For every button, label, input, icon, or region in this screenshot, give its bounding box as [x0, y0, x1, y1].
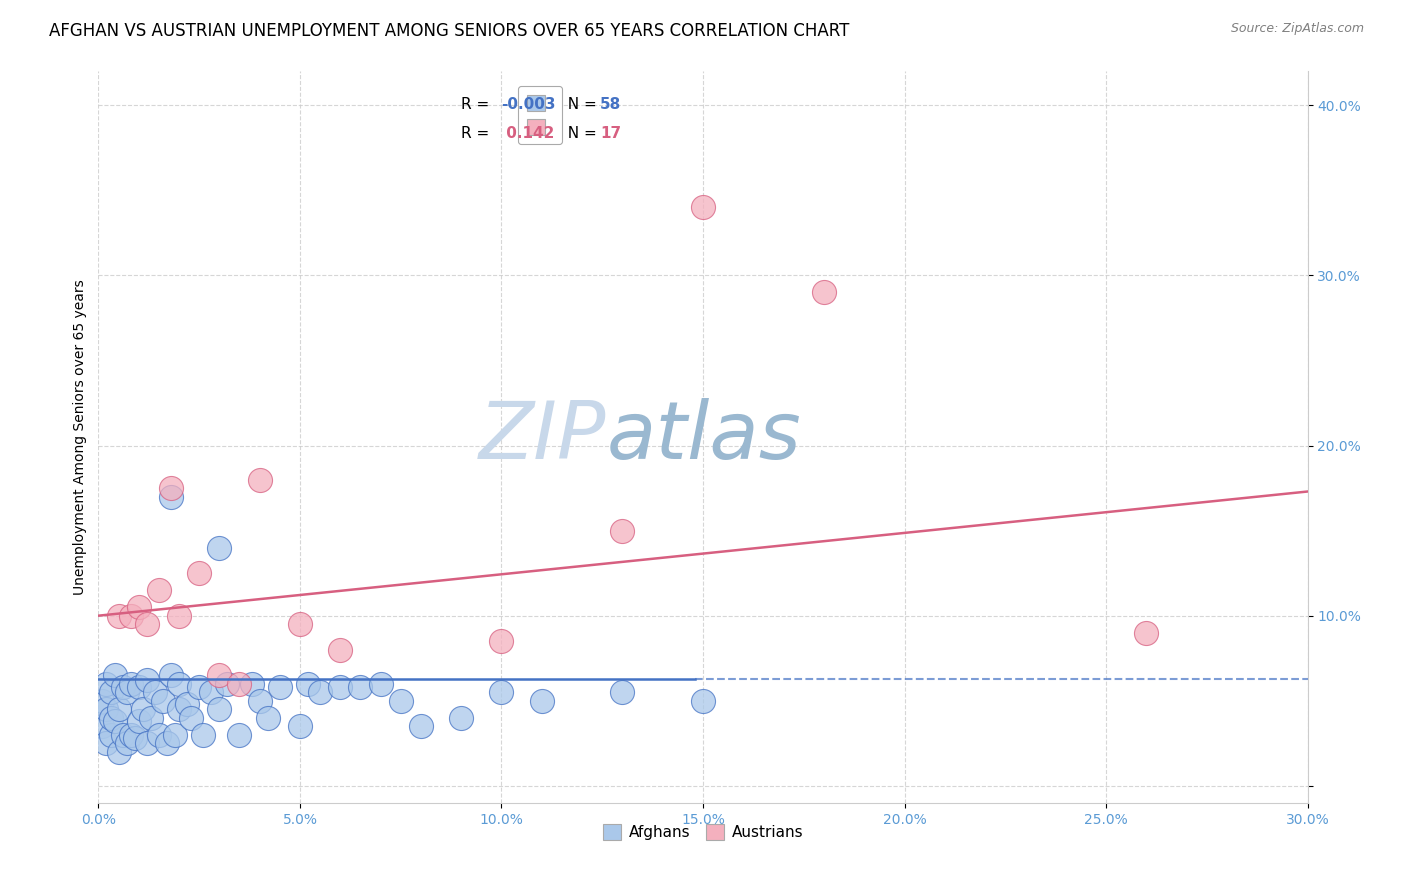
- Point: [240, 677, 263, 691]
- Point: [200, 685, 222, 699]
- Point: [103, 714, 125, 728]
- Point: [288, 617, 311, 632]
- Point: [176, 697, 198, 711]
- Point: [208, 668, 231, 682]
- Point: [193, 728, 215, 742]
- Point: [692, 201, 714, 215]
- Text: N =: N =: [558, 96, 602, 112]
- Point: [120, 728, 142, 742]
- Text: R =: R =: [461, 126, 495, 141]
- Point: [163, 728, 186, 742]
- Point: [156, 736, 179, 750]
- Point: [148, 728, 170, 742]
- Point: [100, 728, 122, 742]
- Point: [389, 694, 412, 708]
- Point: [612, 524, 634, 538]
- Point: [120, 677, 142, 691]
- Point: [188, 566, 211, 581]
- Point: [91, 694, 114, 708]
- Point: [208, 541, 231, 555]
- Y-axis label: Unemployment Among Seniors over 65 years: Unemployment Among Seniors over 65 years: [73, 279, 87, 595]
- Point: [491, 685, 513, 699]
- Point: [135, 736, 157, 750]
- Point: [96, 736, 118, 750]
- Point: [167, 702, 190, 716]
- Point: [349, 680, 371, 694]
- Point: [120, 608, 142, 623]
- Point: [107, 608, 129, 623]
- Point: [128, 680, 150, 694]
- Point: [143, 685, 166, 699]
- Text: AFGHAN VS AUSTRIAN UNEMPLOYMENT AMONG SENIORS OVER 65 YEARS CORRELATION CHART: AFGHAN VS AUSTRIAN UNEMPLOYMENT AMONG SE…: [49, 22, 849, 40]
- Point: [813, 285, 835, 300]
- Text: atlas: atlas: [606, 398, 801, 476]
- Point: [269, 680, 291, 694]
- Point: [249, 473, 271, 487]
- Point: [100, 685, 122, 699]
- Point: [692, 694, 714, 708]
- Point: [370, 677, 392, 691]
- Point: [180, 711, 202, 725]
- Point: [96, 702, 118, 716]
- Point: [100, 711, 122, 725]
- Text: 58: 58: [600, 96, 621, 112]
- Point: [107, 702, 129, 716]
- Point: [115, 685, 138, 699]
- Text: 17: 17: [600, 126, 621, 141]
- Point: [135, 617, 157, 632]
- Point: [96, 677, 118, 691]
- Point: [135, 673, 157, 688]
- Point: [228, 728, 250, 742]
- Point: [249, 694, 271, 708]
- Point: [160, 490, 183, 504]
- Text: R =: R =: [461, 96, 495, 112]
- Point: [148, 583, 170, 598]
- Legend: Afghans, Austrians: Afghans, Austrians: [596, 818, 810, 847]
- Point: [1135, 625, 1157, 640]
- Point: [111, 728, 134, 742]
- Point: [111, 680, 134, 694]
- Point: [491, 634, 513, 648]
- Point: [152, 694, 174, 708]
- Point: [288, 719, 311, 733]
- Text: -0.003: -0.003: [501, 96, 555, 112]
- Text: ZIP: ZIP: [479, 398, 606, 476]
- Point: [115, 736, 138, 750]
- Point: [91, 719, 114, 733]
- Point: [309, 685, 332, 699]
- Text: N =: N =: [558, 126, 602, 141]
- Point: [256, 711, 278, 725]
- Point: [217, 677, 239, 691]
- Point: [450, 711, 472, 725]
- Text: Source: ZipAtlas.com: Source: ZipAtlas.com: [1230, 22, 1364, 36]
- Point: [132, 702, 155, 716]
- Point: [409, 719, 432, 733]
- Text: 0.142: 0.142: [501, 126, 554, 141]
- Point: [124, 731, 146, 746]
- Point: [329, 642, 352, 657]
- Point: [160, 481, 183, 495]
- Point: [160, 668, 183, 682]
- Point: [208, 702, 231, 716]
- Point: [128, 600, 150, 615]
- Point: [167, 608, 190, 623]
- Point: [167, 677, 190, 691]
- Point: [228, 677, 250, 691]
- Point: [188, 680, 211, 694]
- Point: [128, 714, 150, 728]
- Point: [107, 745, 129, 759]
- Point: [139, 711, 162, 725]
- Point: [530, 694, 553, 708]
- Point: [612, 685, 634, 699]
- Point: [329, 680, 352, 694]
- Point: [297, 677, 319, 691]
- Point: [103, 668, 125, 682]
